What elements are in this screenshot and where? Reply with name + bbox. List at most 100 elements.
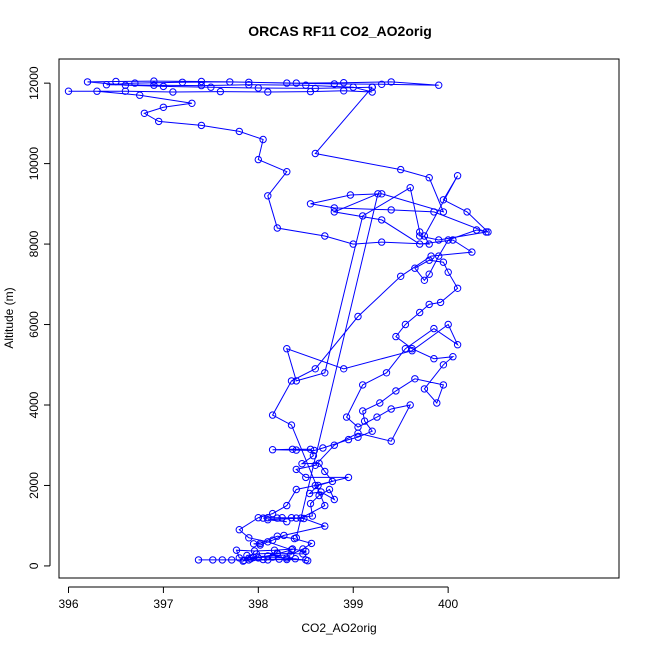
data-point [235,526,244,534]
data-point [209,556,217,564]
data-point [359,407,367,415]
data-point [197,77,206,86]
data-point [330,208,338,216]
data-point [430,355,438,363]
data-point [482,228,490,236]
data-point [463,208,471,216]
data-point [291,555,299,563]
data-point [397,165,405,174]
data-point [373,413,381,421]
data-point [252,550,261,558]
data-point [121,81,130,89]
data-point [387,78,395,86]
data-point [378,216,386,224]
data-point [292,79,300,87]
data-point [453,172,462,180]
y-tick-label: 2000 [27,472,41,499]
data-point [194,556,203,564]
x-tick-label: 396 [58,597,78,611]
data-point [264,192,272,200]
data-point [102,81,111,89]
plot-area [64,77,492,565]
data-point [216,87,225,96]
data-point [311,149,319,158]
data-point [321,501,329,510]
y-tick-label: 12000 [27,66,41,100]
data-point [354,433,362,441]
data-point [387,405,395,413]
data-point [360,417,369,425]
data-point [397,272,405,280]
y-axis-label: Altitude (m) [2,287,16,348]
y-tick-label: 0 [27,562,41,569]
data-point [268,446,277,454]
data-point [292,446,300,454]
data-point [330,441,338,449]
y-tick-label: 6000 [27,311,41,338]
data-point [240,556,248,564]
data-point [259,514,267,522]
data-point [392,387,400,395]
data-point [169,88,177,96]
y-axis: 0 2000 4000 6000 8000 10000 12000 [27,66,51,569]
data-point [178,78,187,87]
data-point [374,190,382,198]
data-point [354,312,362,321]
series-1 [64,77,492,565]
data-point [425,174,433,182]
plot-frame [58,58,620,579]
data-point [273,224,281,232]
data-point [283,518,291,526]
data-point [392,332,400,341]
data-point [302,81,310,89]
data-point [299,545,307,553]
data-point [292,534,300,542]
data-point [239,557,247,565]
data-point [439,208,448,216]
data-point [311,365,319,373]
data-point [468,248,476,256]
data-point [235,127,244,136]
data-point [112,77,120,86]
chart-title: ORCAS RF11 CO2_AO2orig [248,23,432,39]
data-point [264,552,272,560]
data-point [264,538,272,546]
data-point [408,347,416,355]
x-tick-label: 400 [438,597,458,611]
data-point [435,236,443,244]
data-point [425,300,433,309]
data-point [268,411,277,419]
data-point [292,465,300,474]
data-point [283,555,291,564]
data-point [315,459,323,467]
data-point [359,381,367,389]
data-point [420,276,429,284]
series-line [267,192,474,538]
data-point [430,324,438,333]
data-point [259,135,267,144]
data-point [328,477,337,486]
x-tick-label: 397 [153,597,173,611]
data-point [330,495,338,504]
y-tick-label: 10000 [27,147,41,181]
data-point [299,550,307,558]
data-point [325,485,334,494]
data-point [444,268,452,276]
data-point [420,385,429,393]
data-point [430,208,438,216]
data-point [159,103,168,112]
data-point [93,87,101,95]
data-point [340,79,348,87]
data-point [207,83,215,91]
data-point [401,320,410,329]
data-point [287,377,296,385]
data-point [321,232,329,240]
data-point [406,401,414,409]
data-point [307,539,316,548]
data-point [311,461,319,469]
data-point [378,190,386,198]
data-point [321,369,329,377]
data-point [411,264,419,272]
data-point [416,308,424,317]
data-point [330,80,338,88]
